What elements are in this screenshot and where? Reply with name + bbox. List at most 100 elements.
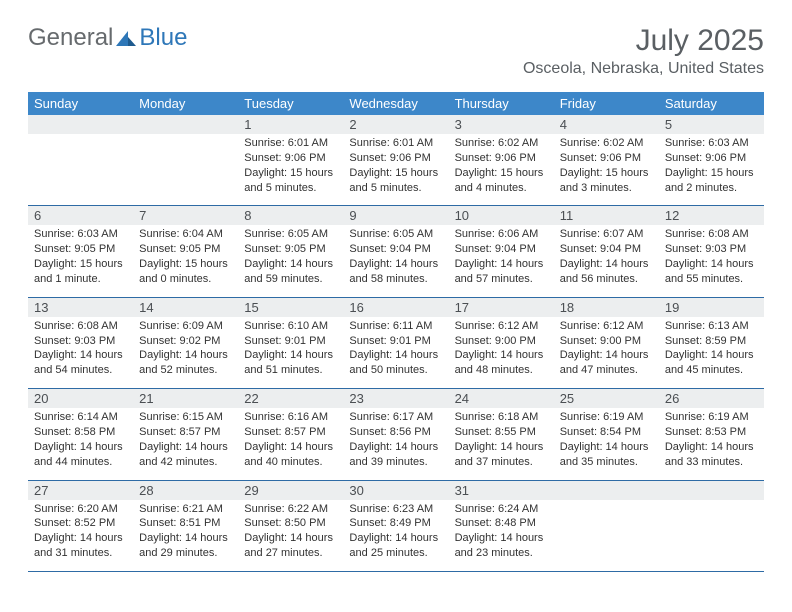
sunrise-text: Sunrise: 6:20 AM [34,502,127,517]
day-number: 31 [449,481,554,500]
detail-row: Sunrise: 6:03 AMSunset: 9:05 PMDaylight:… [28,225,764,297]
sunrise-text: Sunrise: 6:01 AM [244,136,337,151]
day-number: 20 [28,389,133,408]
daylight-text: Daylight: 14 hours and 40 minutes. [244,440,337,470]
daylight-text: Daylight: 14 hours and 52 minutes. [139,348,232,378]
day-number: 2 [343,115,448,134]
day-number: 27 [28,481,133,500]
day-cell: Sunrise: 6:07 AMSunset: 9:04 PMDaylight:… [554,225,659,297]
sunrise-text: Sunrise: 6:08 AM [665,227,758,242]
daynum-row: 6789101112 [28,206,764,225]
daylight-text: Daylight: 14 hours and 56 minutes. [560,257,653,287]
day-cell: Sunrise: 6:19 AMSunset: 8:54 PMDaylight:… [554,408,659,480]
daylight-text: Daylight: 14 hours and 37 minutes. [455,440,548,470]
day-number: 24 [449,389,554,408]
daylight-text: Daylight: 14 hours and 59 minutes. [244,257,337,287]
day-number: 12 [659,206,764,225]
sunrise-text: Sunrise: 6:03 AM [665,136,758,151]
daynum-row: 20212223242526 [28,389,764,408]
day-number [554,481,659,500]
sunset-text: Sunset: 8:55 PM [455,425,548,440]
day-cell: Sunrise: 6:12 AMSunset: 9:00 PMDaylight:… [449,317,554,389]
daylight-text: Daylight: 14 hours and 50 minutes. [349,348,442,378]
day-number: 7 [133,206,238,225]
sunset-text: Sunset: 9:05 PM [34,242,127,257]
calendar-table: Sunday Monday Tuesday Wednesday Thursday… [28,92,764,572]
sunrise-text: Sunrise: 6:05 AM [244,227,337,242]
daylight-text: Daylight: 14 hours and 33 minutes. [665,440,758,470]
sunset-text: Sunset: 8:52 PM [34,516,127,531]
day-number: 26 [659,389,764,408]
day-number: 30 [343,481,448,500]
day-number: 13 [28,298,133,317]
detail-row: Sunrise: 6:20 AMSunset: 8:52 PM Daylight:… [28,500,764,572]
day-cell: Sunrise: 6:21 AMSunset: 8:51 PMDaylight:… [133,500,238,572]
daylight-text: Daylight: 14 hours and 35 minutes. [560,440,653,470]
day-cell: Sunrise: 6:15 AMSunset: 8:57 PMDaylight:… [133,408,238,480]
day-cell: Sunrise: 6:11 AMSunset: 9:01 PMDaylight:… [343,317,448,389]
sunset-text: Sunset: 9:06 PM [244,151,337,166]
day-cell: Sunrise: 6:09 AMSunset: 9:02 PMDaylight:… [133,317,238,389]
sunrise-text: Sunrise: 6:07 AM [560,227,653,242]
sunset-text: Sunset: 8:56 PM [349,425,442,440]
detail-row: Sunrise: 6:08 AMSunset: 9:03 PMDaylight:… [28,317,764,389]
day-cell: Sunrise: 6:13 AMSunset: 8:59 PMDaylight:… [659,317,764,389]
daylight-text: Daylight: 14 hours and 47 minutes. [560,348,653,378]
day-cell: Sunrise: 6:18 AMSunset: 8:55 PMDaylight:… [449,408,554,480]
daynum-row: 13141516171819 [28,298,764,317]
sunrise-text: Sunrise: 6:21 AM [139,502,232,517]
day-cell: Sunrise: 6:01 AMSunset: 9:06 PMDaylight:… [238,134,343,206]
day-number: 6 [28,206,133,225]
day-number: 11 [554,206,659,225]
sunrise-text: Sunrise: 6:12 AM [455,319,548,334]
day-number: 5 [659,115,764,134]
day-cell [28,134,133,206]
detail-row: Sunrise: 6:01 AMSunset: 9:06 PMDaylight:… [28,134,764,206]
day-number: 19 [659,298,764,317]
daylight-text: Daylight: 15 hours and 2 minutes. [665,166,758,196]
daylight-text: Daylight: 15 hours and 4 minutes. [455,166,548,196]
sunset-text: Sunset: 8:50 PM [244,516,337,531]
day-cell: Sunrise: 6:02 AMSunset: 9:06 PMDaylight:… [449,134,554,206]
day-header: Tuesday [238,92,343,115]
daylight-text: Daylight: 15 hours and 1 minute. [34,257,127,287]
sunrise-text: Sunrise: 6:13 AM [665,319,758,334]
day-number: 16 [343,298,448,317]
sunset-text: Sunset: 9:06 PM [349,151,442,166]
sunset-text: Sunset: 9:04 PM [455,242,548,257]
sunset-text: Sunset: 9:06 PM [665,151,758,166]
sunset-text: Sunset: 9:03 PM [34,334,127,349]
sunset-text: Sunset: 8:53 PM [665,425,758,440]
day-cell: Sunrise: 6:19 AMSunset: 8:53 PMDaylight:… [659,408,764,480]
logo-triangle-icon [115,29,137,47]
day-cell: Sunrise: 6:03 AMSunset: 9:06 PMDaylight:… [659,134,764,206]
daylight-text: Daylight: 14 hours and 54 minutes. [34,348,127,378]
sunrise-text: Sunrise: 6:14 AM [34,410,127,425]
daylight-text: Daylight: 14 hours and 48 minutes. [455,348,548,378]
sunrise-text: Sunrise: 6:08 AM [34,319,127,334]
day-number [28,115,133,134]
daynum-row: 2728293031 [28,481,764,500]
week-separator [28,571,764,572]
day-header: Friday [554,92,659,115]
sunrise-text: Sunrise: 6:04 AM [139,227,232,242]
day-header: Thursday [449,92,554,115]
day-cell: Sunrise: 6:14 AMSunset: 8:58 PMDaylight:… [28,408,133,480]
sunset-text: Sunset: 9:00 PM [455,334,548,349]
day-cell: Sunrise: 6:12 AMSunset: 9:00 PMDaylight:… [554,317,659,389]
header: General Blue July 2025 Osceola, Nebraska… [28,24,764,78]
day-number: 18 [554,298,659,317]
daylight-text: Daylight: 14 hours and 42 minutes. [139,440,232,470]
sunrise-text: Sunrise: 6:11 AM [349,319,442,334]
detail-row: Sunrise: 6:14 AMSunset: 8:58 PM Daylight:… [28,408,764,480]
day-header-row: Sunday Monday Tuesday Wednesday Thursday… [28,92,764,115]
sunrise-text: Sunrise: 6:03 AM [34,227,127,242]
sunset-text: Sunset: 8:58 PM [34,425,127,440]
sunset-text: Sunset: 9:06 PM [560,151,653,166]
location: Osceola, Nebraska, United States [523,60,764,78]
day-number: 8 [238,206,343,225]
logo-text-general: General [28,24,113,52]
day-number: 25 [554,389,659,408]
sunrise-text: Sunrise: 6:16 AM [244,410,337,425]
daylight-text: Daylight: 14 hours and 27 minutes. [244,531,337,561]
